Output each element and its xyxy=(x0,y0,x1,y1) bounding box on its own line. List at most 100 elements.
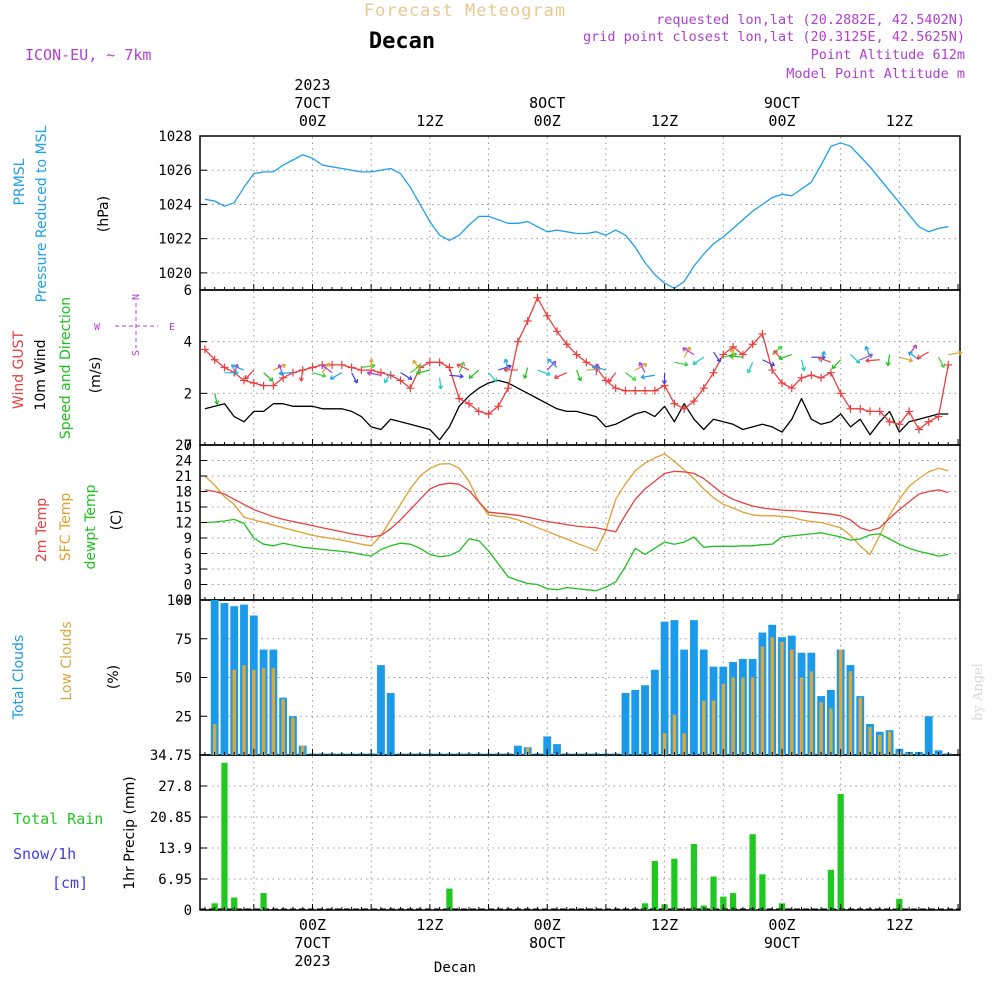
wind-arrow xyxy=(488,372,498,383)
gust-marker xyxy=(846,404,855,413)
y-tick-label: 2 xyxy=(184,386,192,402)
gust-marker xyxy=(768,366,777,375)
wind-arrow xyxy=(244,369,255,380)
gust-marker xyxy=(455,394,464,403)
time-label-bottom: 9OCT xyxy=(764,934,800,952)
gust-marker xyxy=(269,381,278,390)
compass-rose: N S W E xyxy=(94,294,175,356)
data-layer xyxy=(200,142,963,910)
low-cloud-bar xyxy=(242,665,246,755)
wind-arrow-head xyxy=(684,361,689,367)
time-label-top: 00Z xyxy=(768,112,795,130)
wind-label-gust: Wind GUST xyxy=(11,330,27,409)
temp-label-sfc: SFC Temp xyxy=(58,493,74,562)
gust-marker xyxy=(435,358,444,367)
wind-arrow-head xyxy=(277,364,283,369)
clouds-label-low: Low Clouds xyxy=(59,621,75,700)
y-tick-label: 100 xyxy=(167,593,192,609)
wind-arrow-head xyxy=(325,362,331,368)
gust-marker xyxy=(445,363,454,372)
y-tick-label: 1022 xyxy=(158,232,192,248)
wind-arrow-head xyxy=(801,366,807,372)
wind-arrow xyxy=(384,372,392,384)
total-cloud-bar xyxy=(621,693,630,755)
wind-arrow-head xyxy=(278,370,283,376)
wind-arrow xyxy=(850,354,861,364)
gust-marker xyxy=(738,350,747,359)
gust-marker xyxy=(866,407,875,416)
low-cloud-bar xyxy=(212,724,217,755)
wind-arrow xyxy=(456,363,470,371)
wind-arrow-head xyxy=(503,367,508,373)
tick-layer: 102010221024102610280246-303691215182124… xyxy=(150,76,959,970)
pressure-label-desc: Pressure Reduced to MSL xyxy=(34,125,50,302)
wind-arrow-head xyxy=(728,353,733,359)
wind-arrow-head xyxy=(855,358,861,364)
wind-arrow-head xyxy=(321,364,326,370)
rain-bar xyxy=(211,903,218,910)
sfc-temp-line xyxy=(204,453,949,556)
wind-arrow xyxy=(547,358,558,368)
wind-arrow-head xyxy=(592,365,597,370)
gust-marker xyxy=(836,389,845,398)
rain-bar xyxy=(749,834,756,910)
wind-arrow xyxy=(416,369,431,374)
gust-marker xyxy=(523,317,532,325)
y-tick-label: 6 xyxy=(184,547,192,563)
gust-marker xyxy=(719,350,728,359)
gust-marker xyxy=(513,337,522,346)
wind-arrow-head xyxy=(546,371,551,376)
low-cloud-bar xyxy=(702,700,706,755)
gust-marker xyxy=(611,384,620,393)
low-cloud-bar xyxy=(281,699,285,755)
time-label-bottom: 00Z xyxy=(768,916,795,934)
wind-arrow-head xyxy=(692,360,698,366)
gust-marker xyxy=(777,379,786,387)
gust-marker xyxy=(787,384,796,393)
wind-arrow-head xyxy=(958,350,963,356)
temp-label-unit: (C) xyxy=(109,510,125,531)
header-gridpoint: grid point closest lon,lat (20.3125E, 42… xyxy=(583,29,965,45)
temp-2m-line xyxy=(204,470,949,538)
rain-bar xyxy=(710,876,717,910)
low-cloud-bar xyxy=(525,747,530,755)
wind-arrow xyxy=(458,361,465,373)
wind-arrow xyxy=(887,354,891,366)
wind-arrow-head xyxy=(716,357,722,363)
wind-label-10m: 10m Wind xyxy=(33,339,49,410)
wind-arrow xyxy=(504,358,509,371)
y-tick-label: 0 xyxy=(184,903,192,919)
compass-west: W xyxy=(94,322,101,333)
gust-marker xyxy=(709,368,718,377)
precip-panel-frame xyxy=(199,754,961,911)
temp-label-dewpt: dewpt Temp xyxy=(83,484,99,569)
wind-arrow xyxy=(865,359,880,362)
wind-arrow xyxy=(400,372,413,380)
low-cloud-bar xyxy=(672,714,677,755)
wind-arrow xyxy=(682,347,695,356)
wind-arrow-head xyxy=(503,358,509,364)
wind-arrow xyxy=(554,372,568,379)
y-tick-label: 13.9 xyxy=(158,841,192,857)
rain-bar xyxy=(827,869,835,910)
time-label-top: 2023 xyxy=(294,76,330,94)
pressure-line xyxy=(204,142,949,289)
wind-arrow-head xyxy=(642,363,648,368)
rain-bar xyxy=(260,893,267,910)
wind-arrow-head xyxy=(456,363,461,369)
gust-marker xyxy=(553,327,562,336)
gust-marker xyxy=(944,360,953,369)
total-cloud-bar xyxy=(377,665,385,755)
wind-arrow-head xyxy=(368,358,374,363)
low-cloud-bar xyxy=(858,697,862,755)
dewpt-line xyxy=(204,518,949,592)
low-cloud-bar xyxy=(721,683,726,755)
wind-arrow xyxy=(351,372,358,384)
time-label-bottom: 8OCT xyxy=(529,934,565,952)
wind-arrow xyxy=(762,359,775,367)
gust-marker xyxy=(758,329,767,338)
gust-marker xyxy=(562,340,571,349)
y-tick-label: 6 xyxy=(184,283,192,299)
y-tick-label: 3 xyxy=(184,562,192,578)
low-cloud-bar xyxy=(760,646,765,755)
